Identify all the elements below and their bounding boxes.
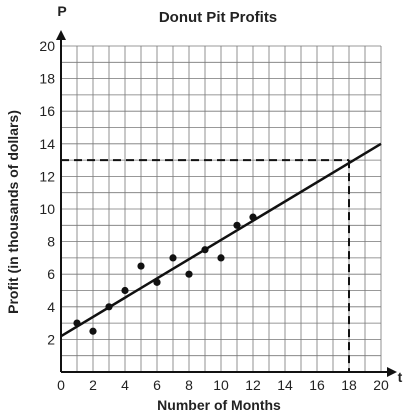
x-axis-arrow xyxy=(387,367,397,377)
lines xyxy=(60,142,382,372)
data-point xyxy=(137,262,145,270)
y-tick-label: 18 xyxy=(39,71,55,87)
axes xyxy=(56,30,397,377)
x-tick-label: 10 xyxy=(213,377,229,393)
data-point xyxy=(217,254,225,262)
x-tick-label: 14 xyxy=(277,377,293,393)
y-axis-arrow xyxy=(56,30,66,40)
x-axis-letter: t xyxy=(398,369,403,385)
x-tick-label: 4 xyxy=(121,377,129,393)
data-point xyxy=(185,270,193,278)
x-axis-label: Number of Months xyxy=(157,397,281,413)
data-point xyxy=(169,254,177,262)
y-tick-label: 2 xyxy=(47,331,55,347)
data-point xyxy=(89,327,97,335)
y-axis-letter: P xyxy=(57,3,66,19)
data-point xyxy=(153,278,161,286)
x-tick-label: 12 xyxy=(245,377,261,393)
data-point xyxy=(249,213,257,221)
y-tick-label: 6 xyxy=(47,266,55,282)
x-tick-label: 2 xyxy=(89,377,97,393)
x-tick-label: 18 xyxy=(341,377,357,393)
grid xyxy=(61,45,382,372)
y-tick-label: 4 xyxy=(47,299,55,315)
y-axis-label: Profit (in thousands of dollars) xyxy=(5,110,21,314)
x-tick-label: 8 xyxy=(185,377,193,393)
data-point xyxy=(233,221,241,229)
y-tick-label: 12 xyxy=(39,168,55,184)
y-tick-label: 14 xyxy=(39,136,55,152)
x-tick-label: 20 xyxy=(373,377,389,393)
data-point xyxy=(201,246,209,254)
y-tick-label: 16 xyxy=(39,103,55,119)
y-tick-label: 10 xyxy=(39,201,55,217)
chart-title: Donut Pit Profits xyxy=(159,9,277,26)
data-point xyxy=(105,303,113,311)
data-points xyxy=(73,213,257,335)
y-tick-label: 8 xyxy=(47,234,55,250)
x-tick-label: 16 xyxy=(309,377,325,393)
tick-labels: 0 2 4 6 8 10 12 14 16 18 20 2 4 6 8 10 12 14 16 18 20 xyxy=(39,38,389,393)
data-point xyxy=(121,286,129,295)
trend-line xyxy=(60,142,382,338)
data-point xyxy=(73,319,81,327)
x-tick-label: 6 xyxy=(153,377,161,393)
y-tick-label: 20 xyxy=(39,38,55,54)
x-tick-label: 0 xyxy=(57,377,65,393)
